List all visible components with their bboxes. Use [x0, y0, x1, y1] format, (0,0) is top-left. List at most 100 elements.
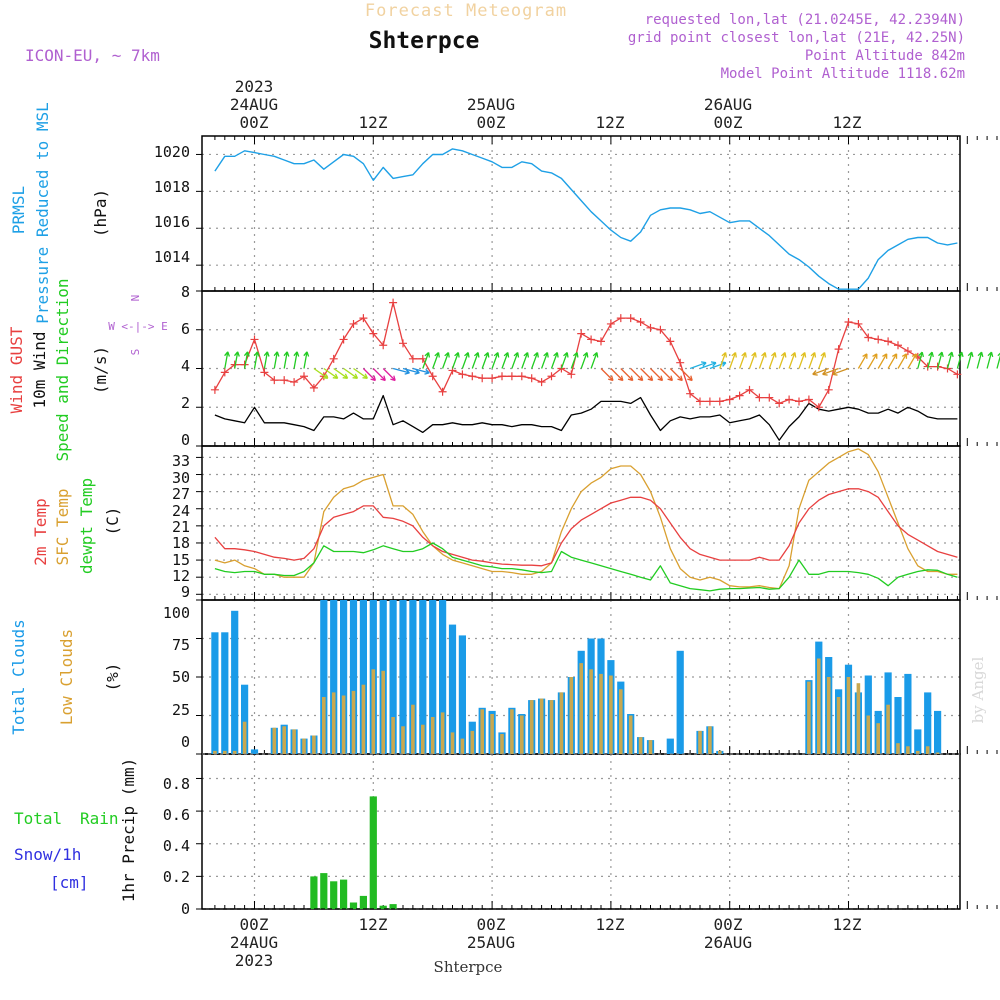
low-cloud-bar: [480, 709, 484, 754]
rain-bar: [369, 796, 377, 909]
wind-direction-arrow: [461, 352, 470, 369]
wind-direction-arrow: [946, 351, 954, 369]
wind-direction-arrow: [511, 352, 520, 369]
low-cloud-bar: [549, 700, 554, 754]
bottom-time-axis: 00Z 12Z 00Z 12Z 00Z 12Z 24AUG 25AUG 26AU…: [230, 915, 862, 970]
dewpoint-line: [214, 542, 958, 592]
rain-bar: [389, 904, 397, 909]
low-cloud-bar: [718, 750, 722, 754]
gust-marker: [745, 385, 754, 394]
precip-snow-label: Snow/1h: [14, 845, 81, 864]
t2m-temp-line: [214, 488, 958, 567]
low-cloud-bar: [490, 714, 494, 754]
wind-direction-arrow: [738, 352, 747, 369]
pressure-unit: (hPa): [91, 189, 110, 237]
sfc-temp-line: [214, 448, 958, 590]
total-cloud-bar: [894, 697, 902, 754]
temp-tick: 24: [172, 502, 190, 520]
total-cloud-bar: [676, 650, 684, 754]
pressure-tick: 1016: [154, 213, 190, 231]
low-cloud-bar: [500, 734, 504, 754]
top-time-label: 12Z: [596, 113, 625, 132]
wind-direction-arrow: [540, 352, 549, 369]
wind-direction-arrow: [283, 351, 290, 369]
wind-direction-arrow: [822, 367, 839, 376]
wind-direction-arrow: [808, 352, 817, 369]
precip-rain-label: Rain: [80, 809, 119, 828]
wind-direction-arrow: [353, 367, 368, 379]
cloud-tick: 50: [172, 668, 190, 686]
wind-gust-line: [214, 301, 958, 408]
bottom-time-label: 12Z: [833, 915, 862, 934]
total-cloud-bar: [429, 600, 437, 754]
grid-point-coords: grid point closest lon,lat (21E, 42.25N): [628, 30, 965, 46]
gust-marker: [834, 345, 843, 354]
gust-marker: [210, 385, 219, 394]
total-cloud-bar: [439, 600, 447, 754]
gust-marker: [616, 314, 625, 323]
bottom-time-label: 12Z: [596, 915, 625, 934]
low-cloud-bar: [351, 690, 356, 754]
wind-y-ticks: 0 2 4 6 8: [181, 283, 190, 449]
low-cloud-bar: [599, 673, 603, 754]
precip-y-ticks: 0 0.2 0.4 0.6 0.8: [163, 775, 190, 918]
low-cloud-bar: [589, 669, 593, 754]
cloud-tick: 0: [181, 733, 190, 751]
wind-direction-arrow: [432, 352, 440, 369]
total-cloud-bar: [330, 600, 338, 754]
gust-marker: [488, 374, 497, 383]
wind-direction-arrow: [600, 368, 614, 382]
low-cloud-bar: [619, 689, 623, 754]
low-cloud-bar: [282, 726, 286, 754]
wind-direction-arrow: [630, 368, 644, 382]
rain-bar: [359, 895, 367, 909]
wind-tick: 6: [181, 320, 190, 338]
wind-direction-arrow: [966, 351, 974, 369]
gust-marker: [527, 374, 536, 383]
low-cloud-bar: [529, 700, 534, 754]
precip-unit: 1hr Precip (mm): [119, 758, 138, 903]
gust-marker: [864, 333, 873, 342]
gust-marker: [656, 325, 665, 334]
rain-bar: [349, 902, 358, 909]
wind-direction-arrow: [659, 368, 674, 382]
wind-direction-label: Speed and Direction: [53, 278, 72, 461]
gust-marker: [468, 372, 477, 381]
gust-marker: [329, 354, 338, 363]
wind-direction-arrow: [382, 368, 396, 382]
low-cloud-bar: [223, 750, 227, 754]
wind-direction-arrow: [481, 352, 490, 369]
point-altitude: Point Altitude 842m: [805, 48, 965, 64]
low-cloud-bar: [371, 669, 376, 754]
gust-marker: [270, 376, 279, 385]
low-cloud-bar: [886, 704, 890, 754]
wind-direction-arrow: [471, 352, 480, 369]
watermark: by Angel: [969, 656, 987, 723]
low-cloud-bar: [520, 715, 524, 754]
pressure-frame: [201, 135, 961, 292]
total-cloud-bar: [250, 749, 259, 754]
temp-tick: 18: [172, 534, 190, 552]
wind-direction-arrow: [788, 352, 797, 369]
gust-marker: [587, 335, 596, 344]
gust-marker: [280, 376, 289, 385]
total-cloud-bar: [458, 635, 466, 754]
wind-direction-arrow: [877, 353, 888, 369]
gust-marker: [290, 378, 299, 387]
precip-tick: 0.8: [163, 775, 190, 793]
wind-direction-arrow: [689, 361, 707, 370]
gust-marker: [567, 370, 576, 379]
low-cloud-bar: [935, 752, 940, 754]
gust-marker: [507, 372, 516, 381]
wind-direction-arrow: [669, 368, 683, 382]
rain-bar: [379, 905, 387, 909]
precip-tick: 0.4: [163, 837, 190, 855]
wind-direction-arrow: [897, 353, 908, 369]
precip-tick: 0: [181, 900, 190, 918]
temp-tick: 27: [172, 485, 190, 503]
wind-tick: 0: [181, 431, 190, 449]
gust-marker: [399, 339, 407, 348]
gust-marker: [379, 341, 388, 350]
model-label: ICON-EU, ~ 7km: [25, 46, 160, 65]
total-cloud-bar: [221, 632, 229, 754]
